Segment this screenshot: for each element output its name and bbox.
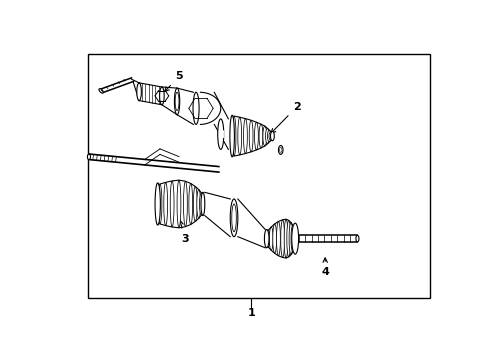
Ellipse shape [160, 87, 164, 105]
Ellipse shape [99, 89, 103, 93]
Ellipse shape [273, 224, 276, 253]
Ellipse shape [232, 204, 236, 232]
Ellipse shape [280, 148, 282, 152]
Ellipse shape [201, 192, 205, 216]
Ellipse shape [265, 229, 269, 248]
Ellipse shape [266, 128, 270, 144]
Ellipse shape [199, 193, 203, 215]
Ellipse shape [193, 92, 199, 125]
Ellipse shape [244, 118, 247, 153]
Ellipse shape [289, 222, 293, 255]
Ellipse shape [175, 92, 179, 111]
Ellipse shape [177, 180, 181, 228]
Ellipse shape [174, 88, 180, 115]
Ellipse shape [164, 183, 168, 226]
Ellipse shape [259, 124, 263, 148]
Ellipse shape [270, 131, 274, 141]
Ellipse shape [287, 220, 291, 257]
Ellipse shape [232, 116, 236, 156]
Ellipse shape [189, 184, 193, 225]
Ellipse shape [270, 227, 273, 250]
Text: 3: 3 [179, 220, 189, 244]
Ellipse shape [249, 120, 253, 152]
Ellipse shape [238, 117, 242, 155]
Ellipse shape [197, 190, 200, 219]
Ellipse shape [263, 126, 267, 146]
Ellipse shape [194, 186, 197, 221]
Bar [88, 54, 430, 298]
Ellipse shape [278, 145, 283, 154]
Ellipse shape [254, 122, 258, 150]
Ellipse shape [158, 184, 162, 224]
Ellipse shape [218, 119, 224, 149]
Ellipse shape [155, 183, 160, 225]
Ellipse shape [267, 230, 270, 247]
Ellipse shape [281, 220, 285, 257]
Ellipse shape [184, 181, 187, 227]
Ellipse shape [292, 223, 298, 254]
Ellipse shape [230, 115, 234, 157]
Ellipse shape [356, 235, 359, 242]
Ellipse shape [230, 199, 238, 237]
Ellipse shape [269, 132, 273, 140]
Text: 4: 4 [321, 258, 329, 277]
Ellipse shape [276, 221, 280, 256]
Ellipse shape [268, 130, 271, 142]
Text: 2: 2 [271, 102, 300, 133]
Ellipse shape [291, 225, 295, 252]
Text: 1: 1 [247, 309, 255, 319]
Ellipse shape [87, 154, 91, 159]
Ellipse shape [284, 219, 288, 258]
Ellipse shape [137, 83, 142, 100]
Text: 5: 5 [165, 72, 183, 91]
Ellipse shape [170, 181, 174, 227]
